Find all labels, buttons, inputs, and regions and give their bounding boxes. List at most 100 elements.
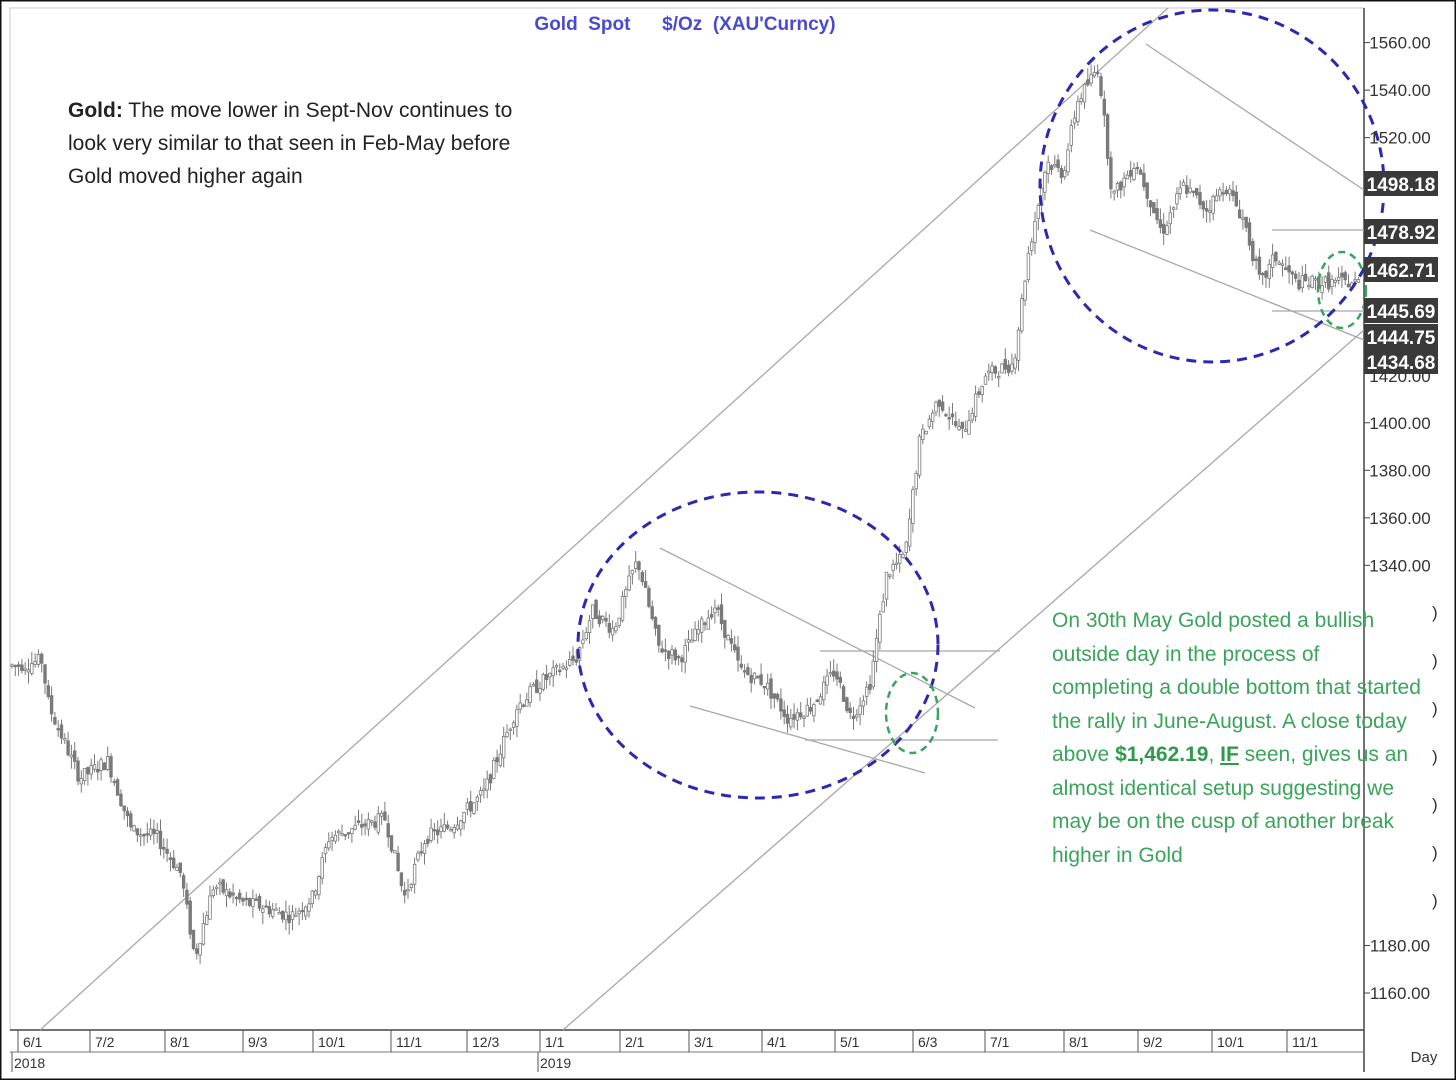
candle-body (818, 696, 823, 705)
candle-body (663, 649, 668, 652)
candle-body (422, 843, 427, 854)
candle-body (1297, 279, 1301, 290)
candle-body (492, 759, 496, 779)
candle-body (706, 617, 710, 630)
candle-body (1284, 267, 1288, 271)
candle-body (789, 717, 793, 728)
candle-body (366, 819, 371, 830)
candle-body (1310, 275, 1314, 288)
candle-body (1171, 207, 1176, 210)
x-tick-label: 11/1 (396, 1034, 422, 1050)
candle-body (564, 667, 569, 671)
candle-body (211, 889, 215, 896)
y-tick-label-clipped: ) (1432, 843, 1438, 862)
candle-body (637, 561, 641, 571)
candle-body (1026, 252, 1031, 281)
candle-body (927, 418, 932, 428)
candle-body (1082, 83, 1087, 103)
candle-body (168, 857, 173, 860)
candle-body (957, 426, 961, 431)
candle-body (317, 876, 321, 896)
flag2-upper-line (1145, 43, 1365, 191)
candle-body (990, 365, 994, 373)
candle-body (574, 659, 578, 663)
candle-body (264, 905, 268, 908)
candle-body (607, 622, 611, 633)
year-label: 2019 (540, 1055, 571, 1071)
candle-body (660, 648, 664, 653)
candle-body (468, 801, 473, 812)
candle-body (967, 420, 971, 435)
candle-body (1043, 171, 1047, 193)
candle-body (1105, 114, 1110, 159)
candle-body (195, 948, 199, 954)
candle-body (878, 613, 882, 643)
candle-body (591, 604, 595, 619)
candle-body (597, 615, 602, 625)
candle-body (277, 912, 281, 915)
candle-body (934, 401, 938, 413)
candle-body (980, 385, 984, 396)
x-tick-label: 7/1 (990, 1034, 1010, 1050)
candle-body (208, 895, 212, 920)
y-tick-label-clipped: ) (1432, 891, 1438, 910)
candle-body (1175, 193, 1179, 205)
candle-body (921, 428, 925, 440)
candle-body (320, 857, 324, 879)
candle-body (1129, 170, 1133, 177)
candle-body (122, 805, 126, 812)
right-annotation: On 30th May Gold posted a bullish outsid… (1052, 604, 1422, 872)
candle-body (112, 780, 116, 784)
candle-body (30, 663, 34, 674)
x-tick-label: 6/3 (918, 1034, 938, 1050)
candle-body (742, 670, 747, 673)
candle-body (138, 834, 143, 837)
candle-body (907, 518, 912, 547)
candle-body (835, 671, 839, 680)
candle-body (402, 889, 407, 896)
candle-body (16, 664, 21, 667)
candle-body (627, 575, 631, 591)
x-tick-label: 10/1 (318, 1034, 345, 1050)
price-tag-box (1364, 324, 1438, 349)
candle-body (1251, 241, 1255, 262)
candle-body (1327, 272, 1331, 290)
flag2-lower-line (1089, 229, 1365, 341)
candle-body (148, 828, 153, 836)
candle-body (389, 835, 394, 852)
candle-body (531, 684, 536, 687)
candle-body (475, 796, 479, 802)
candle-body (185, 889, 189, 905)
right-annotation-if: IF (1220, 743, 1239, 766)
candle-body (931, 412, 935, 422)
pattern-circle-feb-may (576, 490, 940, 800)
candle-body (1195, 188, 1199, 196)
candle-body (330, 837, 334, 841)
candle-body (350, 828, 354, 834)
candle-body (336, 830, 341, 834)
flag1-upper-line (659, 547, 976, 709)
candle-body (653, 616, 658, 629)
candle-body (1115, 183, 1120, 191)
x-tick-label: 9/3 (248, 1034, 268, 1050)
candle-body (452, 827, 456, 834)
candle-body (1162, 223, 1166, 234)
candle-body (1300, 275, 1304, 289)
candle-body (191, 929, 196, 949)
x-tick-label: 12/3 (472, 1034, 499, 1050)
candle-body (733, 644, 737, 651)
candle-body (224, 889, 229, 897)
candle-body (142, 834, 146, 837)
candle-body (1221, 192, 1225, 195)
y-tick-label-clipped: ) (1432, 747, 1438, 766)
candle-body (498, 753, 503, 767)
candle-body (234, 896, 239, 900)
candle-body (1148, 200, 1153, 208)
candle-body (1294, 273, 1298, 279)
candle-body (228, 891, 232, 898)
candle-body (676, 655, 681, 659)
candle-body (1244, 216, 1248, 228)
candle-body (650, 606, 654, 619)
candle-body (204, 915, 209, 925)
candle-body (99, 759, 103, 771)
